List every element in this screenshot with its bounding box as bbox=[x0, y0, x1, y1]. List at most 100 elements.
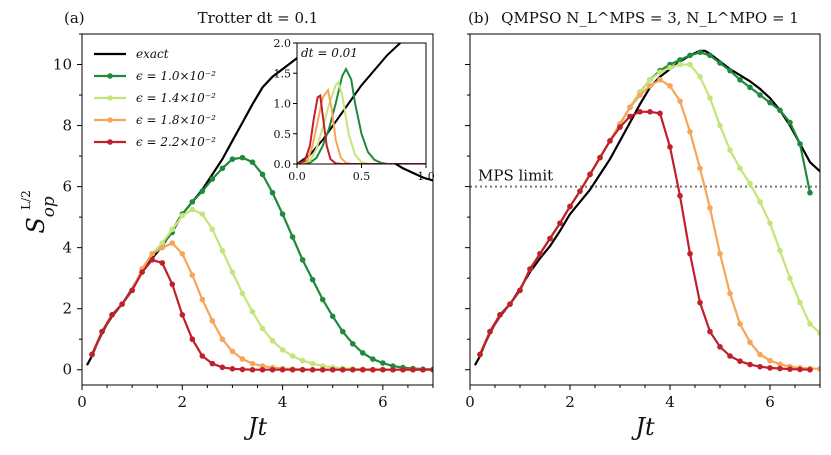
series-2-point-9 bbox=[179, 212, 186, 219]
series-3-point-12 bbox=[209, 318, 216, 324]
series-4-point-21 bbox=[687, 250, 693, 257]
series-4-point-27 bbox=[360, 366, 366, 373]
series-3-point-7 bbox=[159, 244, 166, 251]
series-4-point-17 bbox=[647, 109, 653, 115]
series-2-point-28 bbox=[757, 199, 763, 205]
inset-x-tick-label: 0.0 bbox=[288, 170, 306, 183]
series-2-point-23 bbox=[707, 95, 713, 101]
series-4-point-31 bbox=[787, 366, 793, 372]
series-1-point-15 bbox=[239, 154, 246, 161]
panel-title-a: Trotter dt = 0.1 bbox=[198, 9, 319, 27]
series-4-point-27 bbox=[747, 361, 753, 368]
series-4-point-11 bbox=[587, 171, 593, 178]
inset-series-line-2 bbox=[297, 80, 426, 164]
x-tick-label: 2 bbox=[565, 393, 575, 411]
panel-label-b: (b) bbox=[468, 9, 489, 27]
series-4-point-2 bbox=[109, 312, 115, 318]
series-3-point-30 bbox=[777, 361, 783, 368]
series-1-point-22 bbox=[309, 276, 316, 283]
series-1-point-21 bbox=[299, 257, 306, 263]
series-1-point-33 bbox=[807, 189, 813, 196]
x-axis-label: Jt bbox=[630, 413, 655, 441]
series-3-point-20 bbox=[677, 98, 683, 104]
series-4-point-15 bbox=[627, 113, 633, 120]
series-line-4 bbox=[478, 110, 811, 371]
series-2-point-21 bbox=[687, 61, 693, 68]
legend-label-3: ϵ = 1.8×10⁻² bbox=[136, 113, 216, 127]
series-1-point-13 bbox=[219, 165, 226, 172]
inset-x-tick-label: 1.0 bbox=[417, 170, 435, 183]
series-1-point-29 bbox=[767, 99, 773, 106]
series-4-point-9 bbox=[179, 312, 186, 318]
series-3-point-13 bbox=[219, 336, 226, 343]
legend-marker-1 bbox=[107, 73, 113, 79]
series-4-point-17 bbox=[259, 366, 266, 373]
series-4-point-32 bbox=[797, 366, 803, 373]
series-4-point-16 bbox=[249, 366, 256, 373]
legend-marker-2 bbox=[107, 95, 113, 101]
series-4-point-1 bbox=[487, 328, 493, 335]
inset: 0.0 0.5 1.0 0.0 0.5 1.0 1.5 2.0 dt = 0.01 bbox=[274, 37, 435, 183]
series-4-point-29 bbox=[380, 366, 386, 373]
series-3-point-29 bbox=[767, 357, 773, 364]
series-4-point-12 bbox=[209, 360, 216, 367]
series-4-point-23 bbox=[707, 328, 713, 335]
series-2-point-22 bbox=[697, 73, 703, 80]
x-axis-label: Jt bbox=[243, 413, 268, 441]
series-3-point-9 bbox=[179, 250, 186, 257]
series-2-point-17 bbox=[259, 325, 266, 332]
series-line-2 bbox=[90, 208, 433, 371]
series-4-point-33 bbox=[807, 366, 813, 373]
series-2-point-16 bbox=[249, 308, 256, 315]
series-3-point-10 bbox=[189, 272, 196, 278]
series-2-point-10 bbox=[189, 206, 196, 213]
series-3-point-21 bbox=[687, 128, 693, 135]
series-4-point-33 bbox=[420, 366, 426, 373]
inset-label: dt = 0.01 bbox=[301, 46, 358, 60]
series-4-point-26 bbox=[349, 366, 356, 373]
series-2-point-30 bbox=[777, 247, 783, 254]
series-3-point-11 bbox=[199, 296, 206, 303]
inset-y-tick-label: 1.0 bbox=[274, 98, 292, 111]
series-4-point-23 bbox=[319, 366, 326, 373]
series-4-point-11 bbox=[199, 353, 206, 359]
series-1-point-23 bbox=[707, 52, 713, 59]
series-4-point-10 bbox=[189, 336, 196, 343]
series-4-point-5 bbox=[139, 269, 145, 275]
series-1-point-27 bbox=[360, 350, 366, 356]
x-tick-label: 2 bbox=[178, 393, 188, 411]
series-2-point-26 bbox=[737, 165, 743, 172]
legend: exact ϵ = 1.0×10⁻² ϵ = 1.4×10⁻² ϵ = 1.8×10⁻… bbox=[94, 47, 216, 149]
series-1-point-20 bbox=[677, 57, 683, 63]
series-4-point-18 bbox=[269, 366, 276, 373]
series-4-point-6 bbox=[149, 257, 155, 263]
series-4-point-21 bbox=[299, 366, 306, 373]
series-4-point-22 bbox=[309, 366, 316, 373]
legend-label-0: exact bbox=[136, 47, 169, 61]
inset-series-line-1 bbox=[297, 66, 426, 164]
series-3-point-34 bbox=[817, 366, 820, 372]
series-4-point-8 bbox=[169, 281, 176, 288]
series-3-point-24 bbox=[717, 250, 723, 257]
series-1-point-22 bbox=[697, 49, 703, 56]
series-4-point-13 bbox=[219, 364, 226, 371]
series-1-point-29 bbox=[380, 360, 386, 366]
inset-x-tick-label: 0.5 bbox=[353, 170, 371, 183]
series-4-point-4 bbox=[517, 287, 523, 294]
series-1-point-26 bbox=[349, 340, 356, 347]
series-3-point-28 bbox=[757, 351, 763, 358]
y-tick-label: 10 bbox=[53, 56, 72, 74]
series-2-point-7 bbox=[159, 240, 166, 246]
x-tick-label: 0 bbox=[465, 393, 475, 411]
series-line-1 bbox=[90, 156, 433, 371]
x-tick-label: 0 bbox=[77, 393, 87, 411]
panel-title-b: QMPSO N_L^MPS = 3, N_L^MPO = 1 bbox=[501, 9, 799, 27]
y-tick-label: 2 bbox=[62, 300, 72, 318]
series-4-point-25 bbox=[339, 366, 346, 373]
series-4-point-14 bbox=[229, 366, 236, 372]
series-3-point-16 bbox=[249, 360, 256, 367]
series-4-point-19 bbox=[667, 144, 673, 150]
series-3-point-8 bbox=[169, 240, 176, 246]
y-axis-label-superscript: L/2 bbox=[19, 190, 33, 210]
